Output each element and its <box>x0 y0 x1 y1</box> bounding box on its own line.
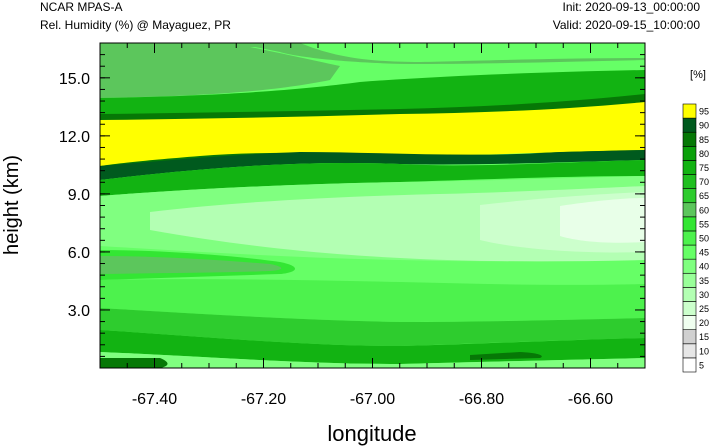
colorbar-swatch <box>682 160 697 175</box>
y-tick-label: 12.0 <box>59 129 90 146</box>
colorbar-label: 70 <box>699 177 709 187</box>
colorbar-swatch <box>682 357 697 373</box>
y-axis-ticks: 3.0 6.0 9.0 12.0 15.0 <box>59 42 645 357</box>
contour-low-level <box>100 308 645 346</box>
contour-above-layer <box>100 70 645 118</box>
colorbar-swatch <box>682 146 697 161</box>
colorbar-swatch <box>682 287 697 302</box>
x-tick-label: -66.60 <box>568 391 613 408</box>
colorbar-swatch <box>682 258 697 274</box>
contour-surface-moist <box>100 358 168 368</box>
colorbar-swatch <box>682 188 697 204</box>
colorbar-swatch <box>682 103 697 119</box>
colorbar-swatch <box>682 174 697 189</box>
colorbar-swatch <box>682 343 697 359</box>
colorbar-swatch <box>682 272 697 288</box>
x-tick-label: -67.40 <box>132 391 177 408</box>
colorbar-swatch <box>682 230 697 246</box>
colorbar-label: 95 <box>699 107 709 117</box>
colorbar-swatch <box>682 315 697 330</box>
valid-time: Valid: 2020-09-15_10:00:00 <box>552 18 700 32</box>
colorbar-swatch <box>682 202 697 218</box>
colorbar-label: 40 <box>699 262 709 272</box>
colorbar-unit-label: [%] <box>690 69 706 81</box>
contour-top-east <box>300 43 645 62</box>
contour-moist-mid-upper <box>100 160 645 196</box>
y-axis-title: height (km) <box>1 155 23 255</box>
colorbar-label: 45 <box>699 248 709 258</box>
colorbar-label: 50 <box>699 234 709 244</box>
y-tick-label: 15.0 <box>59 71 90 88</box>
colorbar-label: 25 <box>699 304 709 314</box>
contour-below-yellow <box>100 150 645 180</box>
colorbar-label: 65 <box>699 191 709 201</box>
y-tick-label: 6.0 <box>68 245 90 262</box>
contour-saturated-upper <box>100 102 645 166</box>
colorbar-swatch <box>682 216 697 232</box>
contour-boundary-layer <box>100 279 645 322</box>
colorbar-label: 85 <box>699 135 709 145</box>
colorbar-label: 15 <box>699 332 709 342</box>
colorbar-label: 80 <box>699 149 709 159</box>
colorbar-swatch <box>682 329 697 345</box>
init-time: Init: 2020-09-13_00:00:00 <box>562 0 700 14</box>
x-tick-label: -66.80 <box>459 391 504 408</box>
contour-upper-band-west <box>100 47 340 98</box>
contour-surface-east-moist <box>470 352 542 360</box>
colorbar-label: 55 <box>699 219 709 229</box>
colorbar-swatch <box>682 301 697 316</box>
x-axis-ticks: -67.40 -67.20 -67.00 -66.80 -66.60 <box>99 43 646 408</box>
colorbar-label: 35 <box>699 276 709 286</box>
x-tick-label: -67.20 <box>241 391 286 408</box>
contour-mid-band-west-core <box>100 256 282 274</box>
colorbar-label: 90 <box>699 121 709 131</box>
model-title: NCAR MPAS-A <box>40 0 123 14</box>
contour-field <box>100 43 645 368</box>
colorbar-swatch <box>682 117 697 133</box>
colorbar-label: 20 <box>699 318 709 328</box>
colorbar-label: 75 <box>699 163 709 173</box>
x-axis-title: longitude <box>327 421 416 446</box>
field-title: Rel. Humidity (%) @ Mayaguez, PR <box>40 18 231 32</box>
colorbar-swatch <box>682 131 697 147</box>
x-tick-label: -67.00 <box>350 391 395 408</box>
y-tick-label: 9.0 <box>68 187 90 204</box>
colorbar-swatch <box>682 244 697 260</box>
colorbar-label: 5 <box>699 360 704 370</box>
colorbar-label: 30 <box>699 290 709 300</box>
contour-mid-level-core <box>560 198 645 243</box>
y-tick-label: 3.0 <box>68 303 90 320</box>
colorbar: 5 10 15 20 25 30 35 40 45 50 55 60 65 70 75 80 85 90 95 <box>682 103 709 373</box>
colorbar-label: 60 <box>699 205 709 215</box>
colorbar-label: 10 <box>699 346 709 356</box>
